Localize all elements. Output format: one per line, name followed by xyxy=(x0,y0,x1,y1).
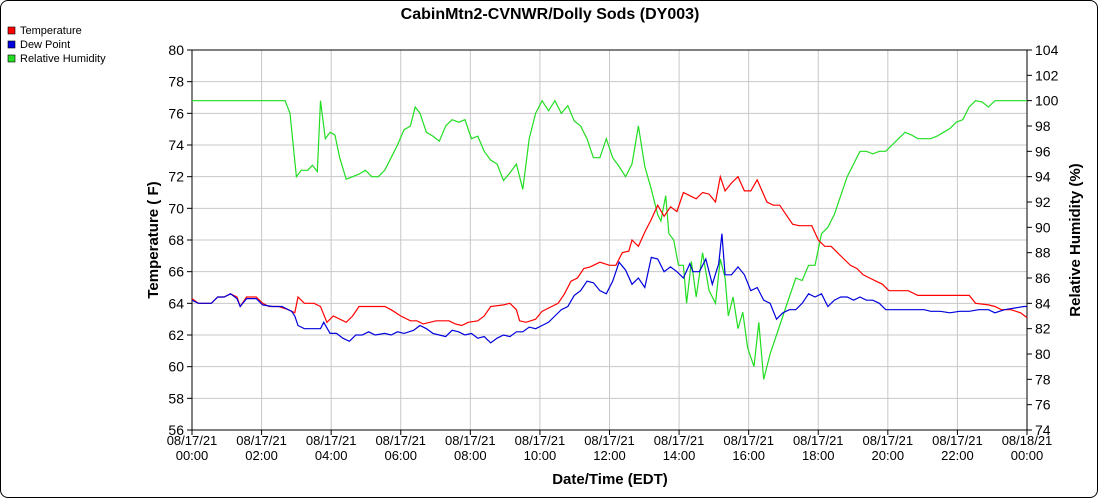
y2-tick-label: 76 xyxy=(1035,397,1051,413)
x-tick-date: 08/17/21 xyxy=(654,433,705,448)
y-tick-label: 74 xyxy=(168,137,184,153)
x-tick-date: 08/17/21 xyxy=(584,433,635,448)
y2-tick-label: 104 xyxy=(1035,42,1059,58)
y-tick-label: 72 xyxy=(168,169,184,185)
y-tick-label: 66 xyxy=(168,264,184,280)
y-axis-left: 56 58 60 62 64 66 68 70 72 74 76 78 80 xyxy=(168,42,192,438)
y2-axis-label: Relative Humidity (%) xyxy=(1067,163,1084,316)
y2-tick-label: 84 xyxy=(1035,295,1051,311)
y-tick-label: 70 xyxy=(168,200,184,216)
y2-tick-label: 80 xyxy=(1035,346,1051,362)
x-tick-date: 08/17/21 xyxy=(793,433,844,448)
y-axis-right: 74 76 78 80 82 84 86 88 90 92 94 96 98 100 102 104 xyxy=(1027,42,1059,438)
x-tick-time: 14:00 xyxy=(663,448,696,463)
x-tick-date: 08/17/21 xyxy=(932,433,983,448)
y2-tick-label: 92 xyxy=(1035,194,1051,210)
y-tick-label: 80 xyxy=(168,42,184,58)
y-tick-label: 64 xyxy=(168,295,184,311)
x-tick-time: 04:00 xyxy=(315,448,348,463)
x-tick-date: 08/17/21 xyxy=(236,433,287,448)
y2-tick-label: 100 xyxy=(1035,93,1059,109)
y-tick-label: 56 xyxy=(168,422,184,438)
x-tick-date: 08/17/21 xyxy=(515,433,566,448)
legend-label: Temperature xyxy=(20,25,82,37)
x-tick-date: 08/17/21 xyxy=(445,433,496,448)
x-tick-time: 00:00 xyxy=(176,448,209,463)
x-tick-time: 22:00 xyxy=(941,448,974,463)
x-tick-time: 02:00 xyxy=(245,448,278,463)
y-tick-label: 58 xyxy=(168,390,184,406)
y2-tick-label: 86 xyxy=(1035,270,1051,286)
legend-label: Relative Humidity xyxy=(20,53,106,65)
x-tick-time: 18:00 xyxy=(802,448,835,463)
y-tick-label: 62 xyxy=(168,327,184,343)
y-tick-label: 68 xyxy=(168,232,184,248)
y-tick-label: 78 xyxy=(168,74,184,90)
series-line-dew-point xyxy=(191,233,1027,344)
x-tick-time: 12:00 xyxy=(593,448,626,463)
y2-tick-label: 88 xyxy=(1035,245,1051,261)
x-tick-date: 08/18/21 xyxy=(1002,433,1053,448)
y-tick-label: 76 xyxy=(168,105,184,121)
x-tick-time: 00:00 xyxy=(1011,448,1044,463)
x-tick-time: 20:00 xyxy=(872,448,905,463)
x-tick-time: 06:00 xyxy=(384,448,417,463)
series-line-temperature xyxy=(191,174,1028,327)
x-axis: 08/17/2100:0008/17/2102:0008/17/2104:000… xyxy=(167,430,1053,463)
y2-tick-label: 94 xyxy=(1035,169,1051,185)
x-tick-time: 10:00 xyxy=(524,448,557,463)
x-tick-time: 08:00 xyxy=(454,448,487,463)
legend-swatch xyxy=(7,40,16,49)
x-axis-label: Date/Time (EDT) xyxy=(552,471,668,488)
x-tick-time: 16:00 xyxy=(732,448,765,463)
y2-tick-label: 74 xyxy=(1035,422,1051,438)
legend: Temperature Dew Point Relative Humidity xyxy=(7,25,106,65)
x-tick-date: 08/17/21 xyxy=(375,433,426,448)
legend-swatch xyxy=(7,26,16,35)
gridlines xyxy=(192,50,1027,430)
y-tick-label: 60 xyxy=(168,359,184,375)
series-line-relative-humidity xyxy=(192,99,1027,380)
x-tick-date: 08/17/21 xyxy=(167,433,218,448)
y2-tick-label: 102 xyxy=(1035,67,1059,83)
chart-title: CabinMtn2-CVNWR/Dolly Sods (DY003) xyxy=(401,6,700,23)
y2-tick-label: 78 xyxy=(1035,371,1051,387)
x-tick-date: 08/17/21 xyxy=(863,433,914,448)
y-axis-label: Temperature ( F) xyxy=(145,181,162,298)
x-tick-date: 08/17/21 xyxy=(723,433,774,448)
y2-tick-label: 82 xyxy=(1035,321,1051,337)
y2-tick-label: 96 xyxy=(1035,143,1051,159)
x-tick-date: 08/17/21 xyxy=(306,433,357,448)
y2-tick-label: 98 xyxy=(1035,118,1051,134)
legend-label: Dew Point xyxy=(20,39,70,51)
legend-swatch xyxy=(7,54,16,63)
y2-tick-label: 90 xyxy=(1035,219,1051,235)
series-lines xyxy=(191,99,1028,380)
